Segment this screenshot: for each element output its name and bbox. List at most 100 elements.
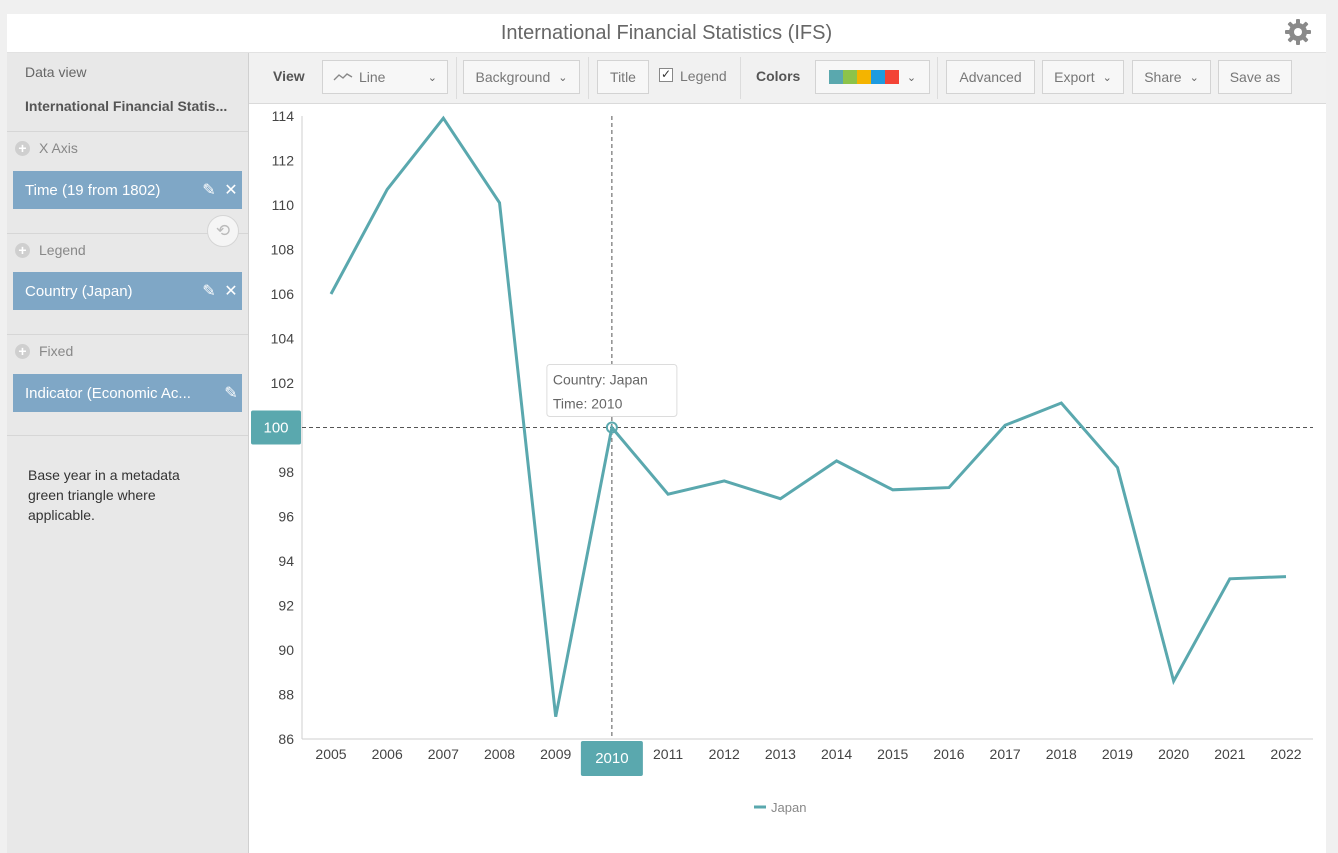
legend-checkbox-label[interactable]: Legend <box>680 68 727 84</box>
export-label: Export <box>1054 69 1095 85</box>
x-tick-label: 2020 <box>1158 746 1189 762</box>
title-bar: International Financial Statistics (IFS) <box>7 14 1326 53</box>
toolbar-divider <box>456 57 457 99</box>
y-tick-label: 102 <box>271 375 295 391</box>
export-button[interactable]: Export ⌄ <box>1042 60 1124 94</box>
x-tick-label: 2005 <box>315 746 346 762</box>
add-icon[interactable]: + <box>15 242 30 258</box>
app-title: International Financial Statistics (IFS) <box>500 22 833 44</box>
fixed-chip[interactable]: Indicator (Economic Ac... ✎ <box>13 374 242 412</box>
line-chart[interactable]: 86 88 90 92 94 96 98 100 102 104 106 108 110 112 114 20… <box>249 104 1326 853</box>
legend-section-header[interactable]: + Legend <box>15 242 86 258</box>
line-chart-icon <box>333 73 353 81</box>
x-tick-label: 2017 <box>990 746 1021 762</box>
x-tick-label: 2008 <box>484 746 515 762</box>
background-button[interactable]: Background ⌄ <box>463 60 580 94</box>
color-palette-swatches <box>828 70 899 84</box>
tooltip-country: Country: Japan <box>553 372 648 388</box>
y-tick-label: 112 <box>272 153 295 169</box>
view-select-value: Line <box>359 69 386 85</box>
advanced-label: Advanced <box>959 69 1022 85</box>
x-tick-label: 2011 <box>653 746 683 762</box>
chart-area[interactable]: 86 88 90 92 94 96 98 100 102 104 106 108 110 112 114 20… <box>249 104 1326 853</box>
save-as-label: Save as <box>1229 69 1281 85</box>
x-axis-section-header[interactable]: + X Axis <box>15 140 78 156</box>
share-button[interactable]: Share ⌄ <box>1132 60 1211 94</box>
legend-checkbox[interactable]: ✓ <box>659 67 673 82</box>
sidebar: Data view International Financial Statis… <box>7 53 249 853</box>
palette-swatch <box>856 70 871 84</box>
fixed-section-label: Fixed <box>39 343 74 359</box>
swap-axes-icon[interactable]: ⟲ <box>207 215 239 247</box>
crosshair-y-label-box <box>251 410 301 445</box>
y-tick-label: 98 <box>278 464 294 480</box>
palette-swatch <box>828 70 843 84</box>
legend-label-japan[interactable]: Japan <box>771 800 806 815</box>
view-select[interactable]: Line ⌄ <box>322 60 448 94</box>
add-icon[interactable]: + <box>15 343 30 359</box>
close-icon[interactable]: ✕ <box>224 283 238 300</box>
y-tick-label: 94 <box>278 553 294 569</box>
x-tick-label: 2016 <box>933 746 964 762</box>
fixed-section-header[interactable]: + Fixed <box>15 343 73 359</box>
edit-icon[interactable]: ✎ <box>202 182 216 199</box>
y-tick-label: 96 <box>278 509 294 525</box>
data-view-label: Data view <box>25 64 87 80</box>
toolbar-divider <box>937 57 938 99</box>
y-tick-label: 104 <box>271 331 295 347</box>
data-view-value[interactable]: International Financial Statis... <box>25 98 228 114</box>
edit-icon[interactable]: ✎ <box>202 283 216 300</box>
y-tick-label: 86 <box>278 731 294 747</box>
toolbar-divider <box>588 57 589 99</box>
chevron-down-icon: ⌄ <box>1189 71 1199 84</box>
legend-chip-label: Country (Japan) <box>25 282 133 300</box>
x-tick-label: 2013 <box>765 746 796 762</box>
x-axis-chip[interactable]: Time (19 from 1802) ✎ ✕ <box>13 171 242 209</box>
chevron-down-icon: ⌄ <box>906 71 917 84</box>
edit-icon[interactable]: ✎ <box>224 385 238 402</box>
background-label: Background <box>475 69 551 85</box>
highlight-point[interactable] <box>605 421 618 434</box>
toolbar-divider <box>740 57 741 99</box>
x-tick-label: 2006 <box>372 746 403 762</box>
sidebar-divider <box>7 435 248 436</box>
x-tick-label: 2012 <box>709 746 740 762</box>
x-tick-label: 2021 <box>1214 746 1245 762</box>
share-label: Share <box>1144 69 1182 85</box>
crosshair-x-label-box <box>580 741 643 776</box>
chevron-down-icon: ⌄ <box>427 71 437 84</box>
palette-swatch <box>870 70 885 84</box>
y-tick-label: 114 <box>272 108 295 124</box>
close-icon[interactable]: ✕ <box>224 182 238 199</box>
series-line-japan[interactable] <box>329 115 1287 718</box>
legend-chip[interactable]: Country (Japan) ✎ ✕ <box>13 272 242 310</box>
palette-swatch <box>842 70 857 84</box>
x-tick-label: 2009 <box>540 746 571 762</box>
title-button-label: Title <box>610 69 636 85</box>
crosshair-y-label: 100 <box>263 420 288 437</box>
y-tick-label: 106 <box>271 286 295 302</box>
sidebar-divider <box>7 131 248 132</box>
x-axis-chip-label: Time (19 from 1802) <box>25 181 161 199</box>
sidebar-divider <box>7 334 248 335</box>
view-label: View <box>273 68 305 84</box>
y-tick-label: 110 <box>272 197 295 213</box>
base-year-note: Base year in a metadata green triangle w… <box>28 467 180 523</box>
palette-select[interactable]: ⌄ <box>815 60 930 94</box>
palette-swatch <box>884 70 899 84</box>
add-icon[interactable]: + <box>15 140 30 156</box>
x-tick-label: 2007 <box>428 746 459 762</box>
y-tick-label: 108 <box>271 242 295 258</box>
title-button[interactable]: Title <box>597 60 649 94</box>
y-tick-label: 92 <box>278 598 294 614</box>
chevron-down-icon: ⌄ <box>558 71 568 84</box>
legend-section-label: Legend <box>39 242 86 258</box>
x-tick-label: 2022 <box>1270 746 1301 762</box>
y-tick-label: 90 <box>278 642 294 658</box>
gear-icon[interactable] <box>1284 18 1312 46</box>
save-as-button[interactable]: Save as <box>1218 60 1292 94</box>
y-tick-label: 88 <box>278 687 294 703</box>
tooltip-time: Time: 2010 <box>553 396 623 412</box>
advanced-button[interactable]: Advanced <box>946 60 1035 94</box>
chevron-down-icon: ⌄ <box>1102 71 1112 84</box>
